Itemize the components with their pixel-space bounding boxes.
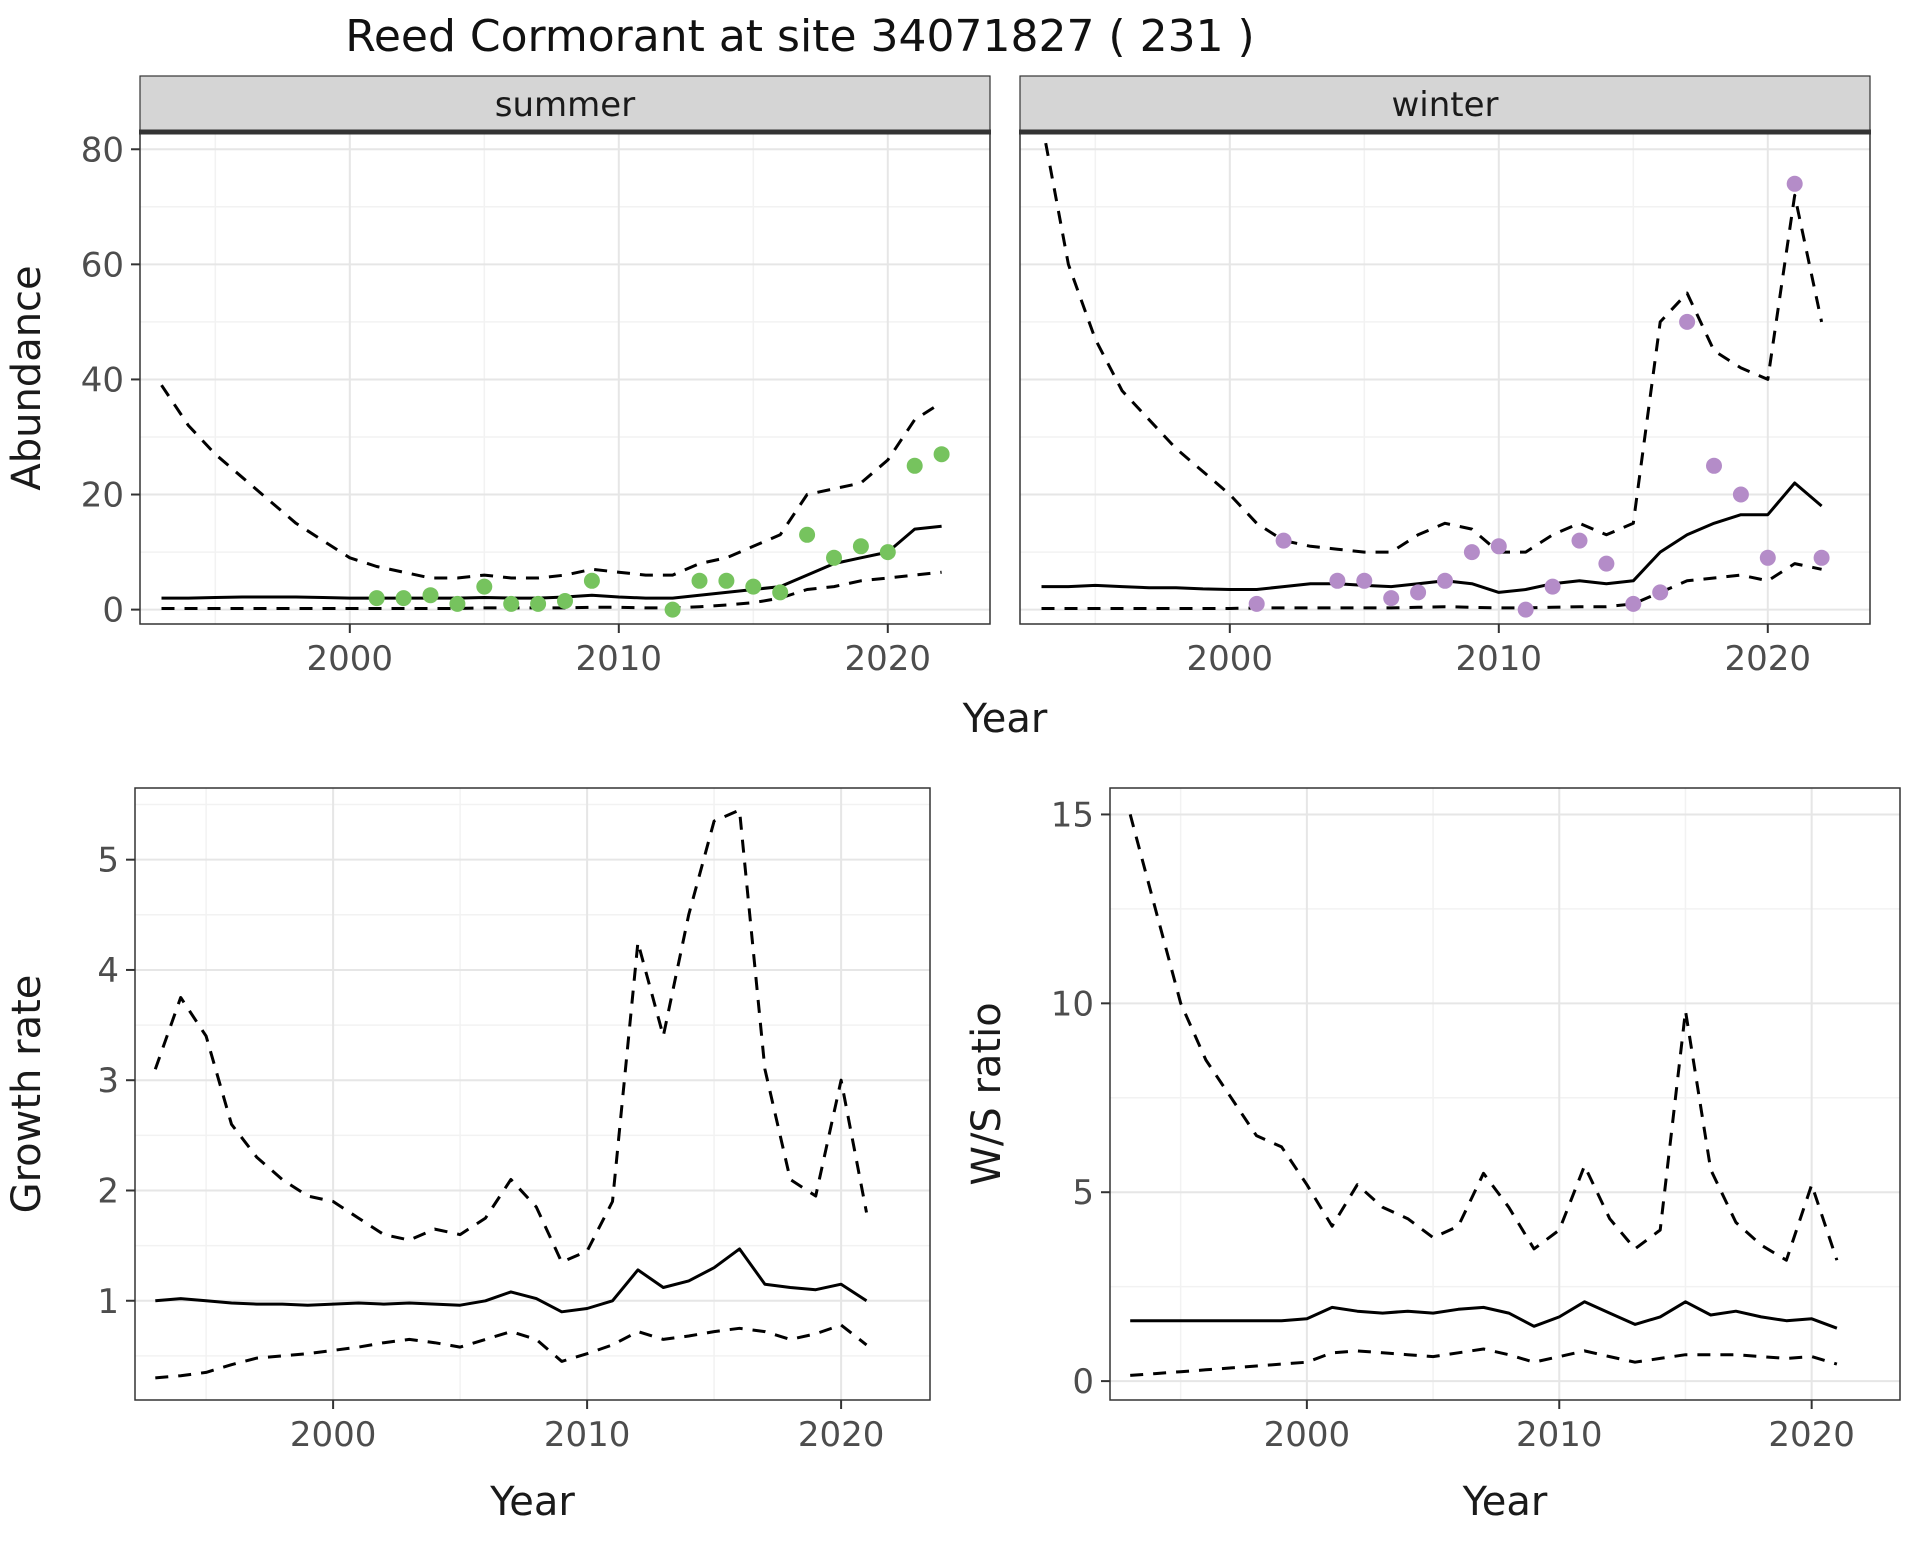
- svg-text:Year: Year: [489, 1479, 575, 1525]
- svg-text:2000: 2000: [1264, 1415, 1351, 1455]
- svg-text:Year: Year: [962, 696, 1048, 742]
- svg-text:2000: 2000: [1187, 639, 1274, 679]
- svg-text:Abundance: Abundance: [4, 265, 50, 490]
- bottom-charts-row: 2000 2010 2020 1 2 3 4 5 Growth rate Year 2000 201…: [0, 770, 1920, 1560]
- svg-text:2010: 2010: [1516, 1415, 1603, 1455]
- svg-text:3: 3: [97, 1061, 119, 1101]
- svg-text:60: 60: [81, 245, 124, 285]
- svg-text:2020: 2020: [845, 639, 932, 679]
- svg-text:80: 80: [81, 130, 124, 170]
- svg-text:40: 40: [81, 360, 124, 400]
- svg-text:2020: 2020: [1768, 1415, 1855, 1455]
- svg-text:0: 0: [102, 591, 124, 631]
- svg-text:Year: Year: [1462, 1479, 1548, 1525]
- svg-text:W/S ratio: W/S ratio: [964, 1002, 1010, 1185]
- growth-rate-chart: 2000 2010 2020 1 2 3 4 5 Growth rate Year: [4, 787, 931, 1525]
- svg-text:20: 20: [81, 476, 124, 516]
- svg-text:2010: 2010: [576, 639, 663, 679]
- svg-text:2020: 2020: [798, 1415, 885, 1455]
- svg-text:winter: winter: [1391, 85, 1498, 125]
- svg-text:5: 5: [97, 841, 119, 881]
- svg-text:Growth rate: Growth rate: [4, 975, 50, 1214]
- svg-text:2: 2: [97, 1171, 119, 1211]
- svg-text:5: 5: [1072, 1173, 1094, 1213]
- svg-text:2010: 2010: [544, 1415, 631, 1455]
- svg-text:2010: 2010: [1456, 639, 1543, 679]
- svg-text:2000: 2000: [307, 639, 394, 679]
- svg-text:15: 15: [1051, 795, 1094, 835]
- svg-text:4: 4: [97, 951, 119, 991]
- ws-ratio-chart: 2000 2010 2020 0 5 10 15 W/S ratio Year: [964, 787, 1901, 1525]
- svg-text:0: 0: [1072, 1362, 1094, 1402]
- svg-text:2000: 2000: [290, 1415, 377, 1455]
- svg-text:10: 10: [1051, 984, 1094, 1024]
- figure-title: Reed Cormorant at site 34071827 ( 231 ): [345, 11, 1255, 62]
- svg-text:summer: summer: [495, 85, 635, 125]
- svg-text:1: 1: [97, 1282, 119, 1322]
- abundance-facet-chart: summer 2000 2010 2020 0 20 40 60 80 winter 2000 201…: [4, 75, 1871, 742]
- svg-text:2020: 2020: [1725, 639, 1812, 679]
